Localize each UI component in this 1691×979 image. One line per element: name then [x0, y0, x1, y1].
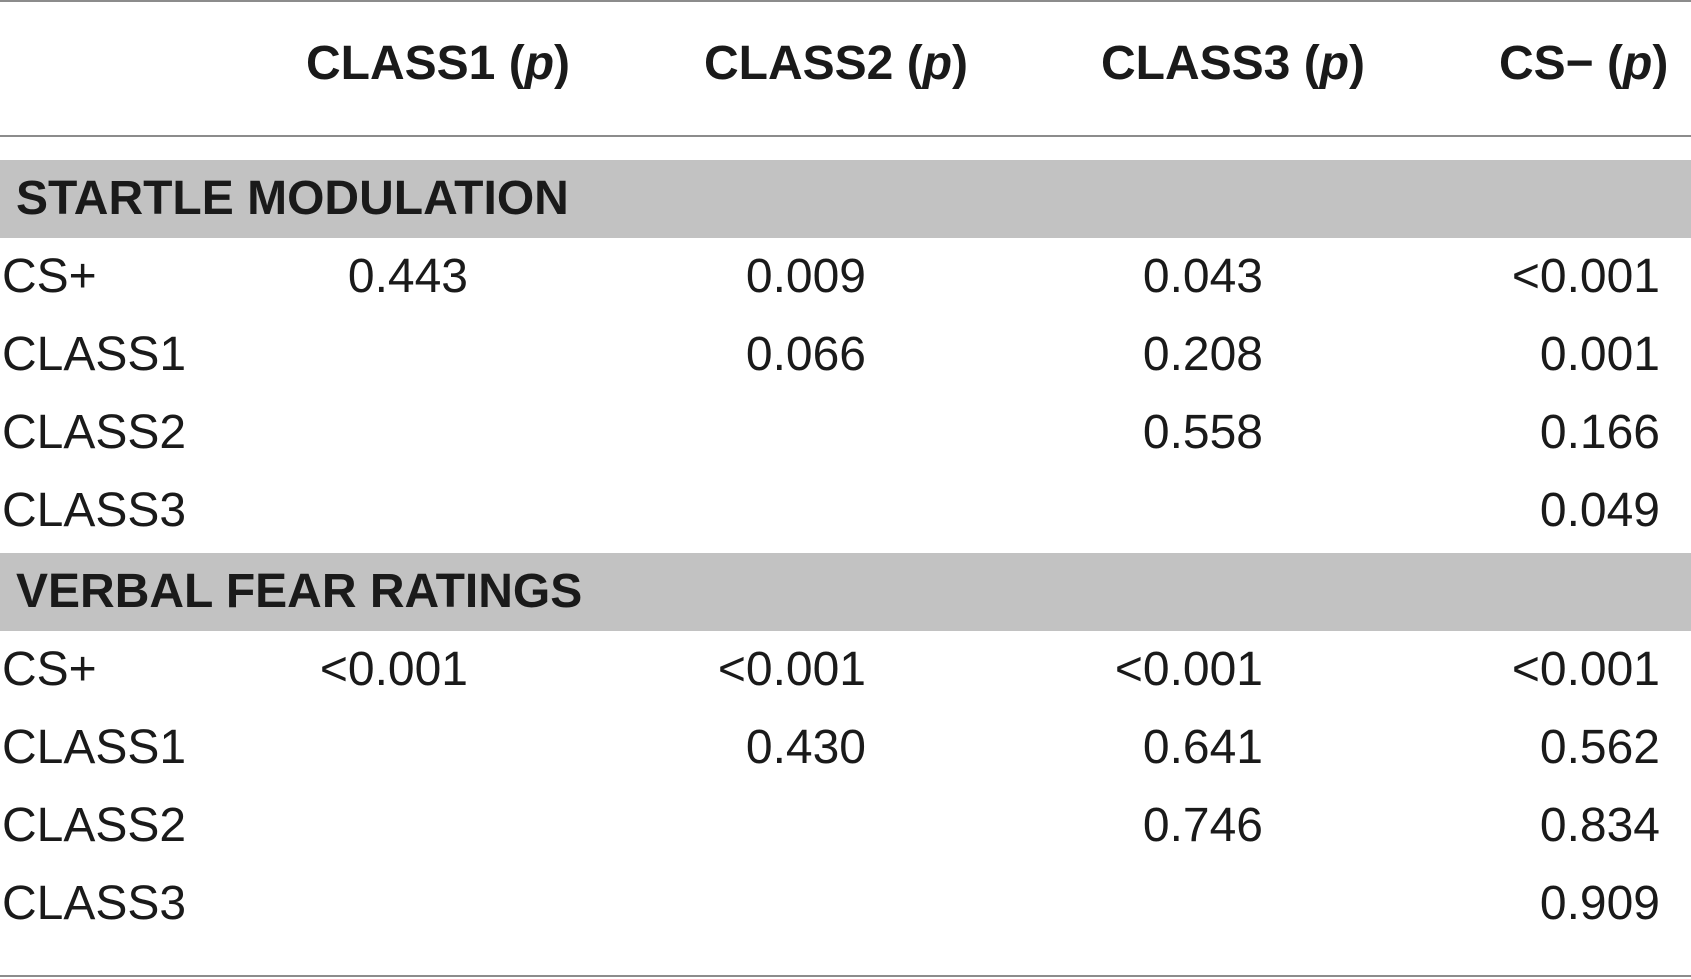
table-cell: 0.909	[1539, 877, 1660, 930]
table-row: CLASS3 0.049	[0, 472, 1691, 550]
row-label: CLASS2	[2, 799, 187, 852]
table-cell: 0.430	[745, 721, 866, 774]
table-cell: 0.562	[1539, 721, 1660, 774]
table-cell: 0.166	[1539, 406, 1660, 459]
column-header-class1: CLASS1 (p)	[306, 37, 571, 90]
table-cell: 0.558	[1142, 406, 1263, 459]
table-row: CLASS1 0.066 0.208 0.001	[0, 316, 1691, 394]
table-cell: 0.009	[745, 250, 866, 303]
table-row: CLASS3 0.909	[0, 865, 1691, 943]
table-header: CLASS1 (p) CLASS2 (p) CLASS3 (p) CS− (p)	[0, 0, 1691, 135]
table-cell: <0.001	[1114, 643, 1263, 696]
section-header-startle: STARTLE MODULATION	[0, 160, 1691, 238]
row-label: CS+	[2, 250, 97, 303]
table-cell: <0.001	[1511, 643, 1660, 696]
column-header-class2: CLASS2 (p)	[704, 37, 969, 90]
row-label: CLASS3	[2, 877, 187, 930]
table-cell: 0.001	[1539, 328, 1660, 381]
header-rule	[0, 135, 1691, 137]
table-cell: 0.208	[1142, 328, 1263, 381]
row-label: CLASS3	[2, 484, 187, 537]
table-cell: <0.001	[319, 643, 468, 696]
table-cell: 0.746	[1142, 799, 1263, 852]
column-header-cs-minus: CS− (p)	[1499, 37, 1669, 90]
table-cell: 0.043	[1142, 250, 1263, 303]
table-cell: <0.001	[717, 643, 866, 696]
section-header-verbal: VERBAL FEAR RATINGS	[0, 553, 1691, 631]
table-top-rule	[0, 0, 1691, 2]
row-label: CLASS1	[2, 721, 187, 774]
table-cell: <0.001	[1511, 250, 1660, 303]
table-cell: 0.641	[1142, 721, 1263, 774]
table-cell: 0.049	[1539, 484, 1660, 537]
table-cell: 0.066	[745, 328, 866, 381]
section-title: VERBAL FEAR RATINGS	[16, 565, 583, 618]
row-label: CLASS1	[2, 328, 187, 381]
table-row: CLASS2 0.746 0.834	[0, 787, 1691, 865]
table-cell: 0.443	[347, 250, 468, 303]
section-title: STARTLE MODULATION	[16, 172, 569, 225]
table-row: CS+ <0.001 <0.001 <0.001 <0.001	[0, 631, 1691, 709]
table-cell: 0.834	[1539, 799, 1660, 852]
row-label: CLASS2	[2, 406, 187, 459]
table-bottom-rule	[0, 975, 1691, 977]
table-row: CS+ 0.443 0.009 0.043 <0.001	[0, 238, 1691, 316]
table-row: CLASS2 0.558 0.166	[0, 394, 1691, 472]
table-row: CLASS1 0.430 0.641 0.562	[0, 709, 1691, 787]
row-label: CS+	[2, 643, 97, 696]
column-header-class3: CLASS3 (p)	[1101, 37, 1366, 90]
